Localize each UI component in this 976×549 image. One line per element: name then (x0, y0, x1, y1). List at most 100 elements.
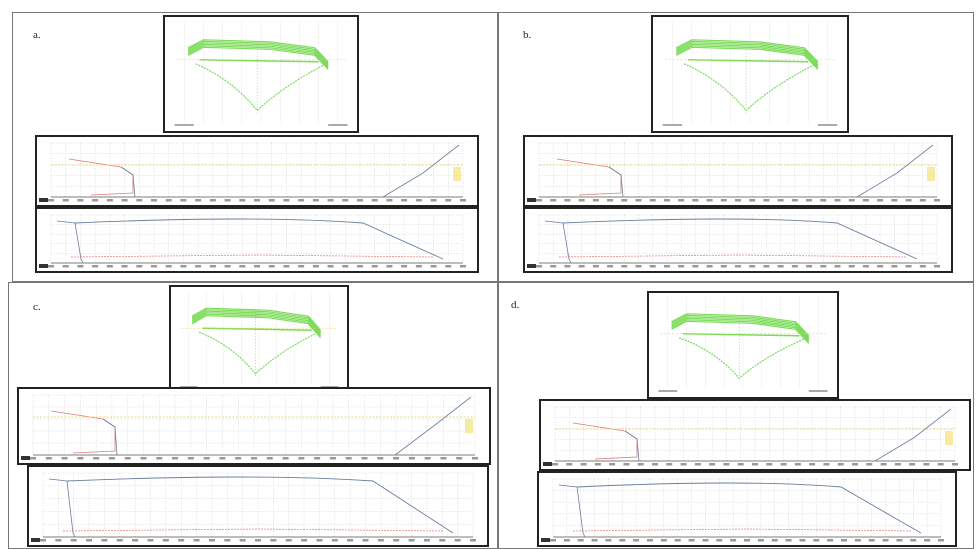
tick-mark (852, 463, 858, 466)
tick-mark (763, 265, 770, 268)
plot-canvas (31, 472, 476, 542)
tick-mark (706, 265, 713, 268)
panel-label: b. (523, 29, 532, 41)
tick-mark (209, 265, 216, 268)
tick-mark (440, 457, 447, 460)
plot-canvas (658, 297, 828, 392)
tick-mark (820, 199, 827, 202)
body-plan-icon (658, 297, 828, 392)
tick-mark (178, 539, 185, 542)
tick-mark (592, 265, 599, 268)
tick-mark (329, 457, 336, 460)
tick-mark (342, 265, 349, 268)
tick-mark (40, 539, 46, 542)
tick-mark (564, 265, 571, 268)
body-plan-icon (662, 21, 838, 126)
tick-mark (744, 539, 750, 542)
tick-mark (862, 265, 869, 268)
blue-curve (558, 484, 586, 538)
tick-mark (345, 457, 352, 460)
tick-mark (255, 539, 261, 542)
tick-mark (550, 265, 557, 268)
upper-curve-window[interactable] (523, 135, 953, 207)
tick-mark (737, 463, 744, 466)
tick-mark (180, 265, 187, 268)
body-plan-window[interactable] (647, 291, 839, 399)
axis-marker (31, 538, 40, 542)
tick-mark (408, 539, 415, 542)
tick-mark (203, 457, 210, 460)
axis-marker (527, 264, 536, 268)
tick-mark (823, 463, 830, 466)
tick-mark (938, 539, 944, 542)
tick-mark (298, 457, 305, 460)
tick-mark (331, 539, 338, 542)
tick-mark (635, 199, 642, 202)
tick-mark (239, 199, 246, 202)
tick-mark (48, 199, 54, 202)
tick-mark (552, 463, 558, 466)
tick-mark (702, 539, 709, 542)
tick-mark (301, 539, 308, 542)
tick-mark (716, 539, 723, 542)
upper-curve-window[interactable] (539, 399, 971, 471)
tick-mark (763, 199, 770, 202)
body-plan-window[interactable] (169, 285, 349, 395)
tick-mark (637, 463, 644, 466)
tick-mark (92, 199, 99, 202)
tick-mark (666, 463, 673, 466)
lower-curve-window[interactable] (35, 207, 479, 273)
tick-mark (357, 199, 363, 202)
tick-mark (880, 463, 887, 466)
tick-mark (316, 539, 323, 542)
lower-curve-window[interactable] (523, 207, 953, 273)
tick-mark (862, 199, 869, 202)
legend-swatch (927, 167, 935, 181)
tick-mark (136, 199, 143, 202)
body-plan-window[interactable] (163, 15, 359, 133)
plot-canvas (21, 394, 478, 460)
blue-curve (48, 478, 76, 538)
upper-curve-window[interactable] (35, 135, 479, 207)
tick-mark (663, 265, 670, 268)
tick-mark (401, 199, 408, 202)
tick-mark (282, 457, 289, 460)
red-curve (70, 254, 434, 258)
tick-mark (472, 457, 478, 460)
tick-mark (577, 539, 584, 542)
upper-curve-window[interactable] (17, 387, 491, 465)
tick-mark (660, 539, 667, 542)
tick-mark (771, 539, 778, 542)
tick-mark (45, 457, 52, 460)
tick-mark (896, 539, 903, 542)
tick-mark (877, 199, 884, 202)
tick-mark (187, 457, 194, 460)
tick-mark (454, 539, 461, 542)
axis-marker (527, 198, 536, 202)
lower-curve-window[interactable] (537, 471, 957, 547)
tick-mark (151, 199, 157, 202)
tick-mark (298, 265, 305, 268)
curve-chart-icon (543, 406, 958, 466)
tick-mark (633, 539, 640, 542)
tick-mark (77, 265, 84, 268)
lower-curve-window[interactable] (27, 465, 489, 547)
curve-chart-icon (527, 142, 940, 202)
blue-curve (102, 418, 118, 456)
tick-mark (239, 265, 246, 268)
tick-mark (780, 463, 787, 466)
blue-curve (56, 220, 84, 264)
legend-swatch (465, 419, 473, 433)
panel-d: d. (498, 282, 974, 549)
tick-mark (692, 199, 699, 202)
tick-mark (607, 265, 614, 268)
tick-mark (749, 199, 756, 202)
tick-mark (621, 265, 628, 268)
body-plan-window[interactable] (651, 15, 849, 133)
panel-b: b. (498, 12, 974, 282)
tick-mark (591, 539, 598, 542)
plot-canvas (527, 214, 940, 268)
tick-mark (224, 265, 231, 268)
tick-mark (827, 539, 834, 542)
tick-mark (219, 457, 226, 460)
